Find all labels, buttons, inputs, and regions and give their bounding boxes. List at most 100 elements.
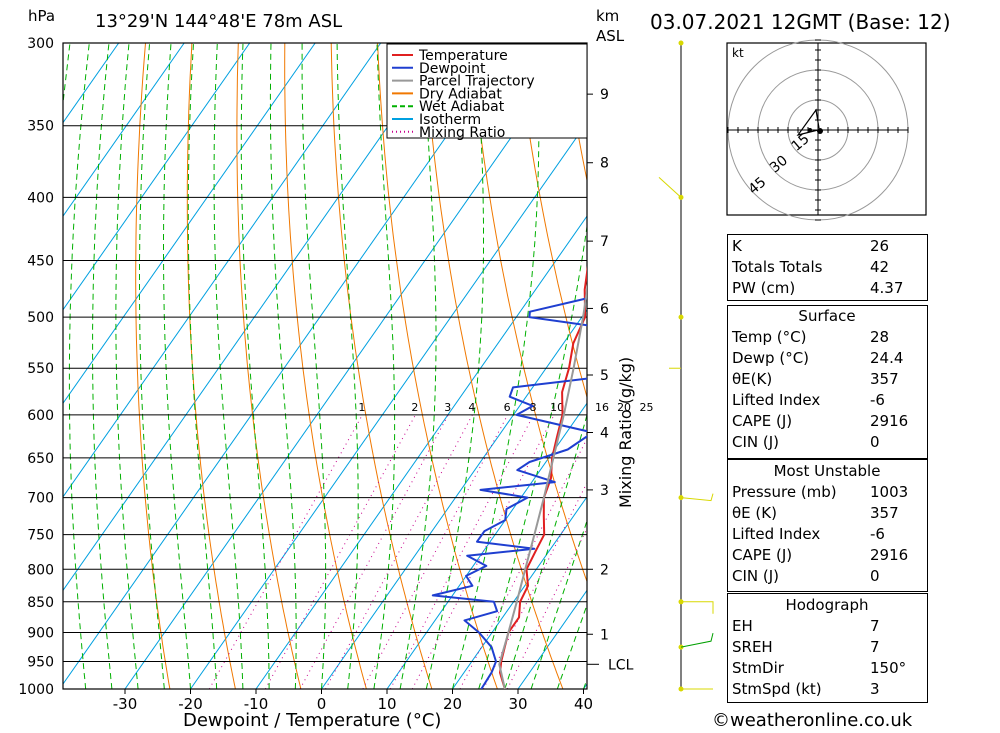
wet-adiabat-line (92, 43, 113, 689)
indices-table: K 26 Totals Totals 42 PW (cm) 4.37 (727, 236, 927, 299)
km-tick-label: 6 (600, 301, 609, 317)
wet-adiabat-line (556, 603, 587, 689)
temp-tick-label: 20 (443, 695, 462, 713)
parcel-trajectory-line (498, 283, 587, 689)
mu-cape-value: 2916 (870, 546, 909, 564)
mixing-ratio-label: 2 (411, 401, 418, 414)
dry-adiabat-line (236, 43, 302, 689)
pressure-tick-label: 350 (27, 119, 54, 135)
temp-tick-label: 40 (574, 695, 593, 713)
hodograph-stats-table: Hodograph EH 7 SREH 7 StmDir 150° StmSpd (k… (727, 595, 927, 700)
mixing-ratio-line (325, 414, 473, 689)
km-unit-label: km (596, 7, 619, 25)
hodograph-trace (796, 108, 820, 136)
wet-adiabat-line (336, 43, 359, 689)
isotherm-line (63, 43, 316, 405)
isotherm-line (386, 402, 587, 689)
weatheronline-credit[interactable]: ©weatheronline.co.uk (712, 710, 913, 731)
legend-label: Wet Adiabat (419, 99, 505, 115)
sreh-value: 7 (870, 638, 880, 656)
pressure-tick-label: 1000 (18, 682, 54, 698)
wet-adiabat-line (213, 43, 244, 689)
legend-label: Mixing Ratio (419, 125, 505, 141)
datetime-title: 03.07.2021 12GMT (Base: 12) (650, 10, 951, 34)
k-value: 26 (870, 237, 890, 255)
temperature-line (499, 265, 587, 689)
surface-cape-label: CAPE (J) (732, 412, 793, 430)
mixing-ratio-label: 1 (358, 401, 365, 414)
indices-box (727, 234, 928, 301)
mu-pressure-label: Pressure (mb) (732, 483, 837, 501)
pressure-tick-label: 850 (27, 595, 54, 611)
isotherm-line (63, 43, 251, 311)
surface-theta-value: 357 (870, 370, 899, 388)
surface-box (727, 305, 928, 459)
mu-cin-value: 0 (870, 567, 880, 585)
mixing-ratio-label: 16 (595, 401, 609, 414)
wet-adiabat-line (139, 43, 165, 689)
pressure-tick-label: 800 (27, 562, 54, 578)
isotherm-line (63, 43, 185, 218)
legend-box (386, 43, 588, 139)
wet-adiabat-line (163, 43, 191, 689)
surface-dewp-value: 24.4 (870, 349, 904, 367)
mixing-ratio-label: 10 (550, 401, 564, 414)
legend-label: Temperature (418, 48, 508, 64)
km-tick-label: 3 (600, 483, 609, 499)
eh-value: 7 (870, 617, 880, 635)
mixing-ratio-axis-title: Mixing Ratio (g/kg) (616, 357, 635, 508)
mixing-ratio-label: 20 (617, 401, 631, 414)
wet-adiabat-line (530, 519, 587, 689)
surface-li-label: Lifted Index (732, 391, 821, 409)
wind-profile (658, 40, 714, 692)
surface-li-value: -6 (870, 391, 885, 409)
pressure-tick-label: 950 (27, 654, 54, 670)
wind-barb (681, 601, 714, 614)
k-label: K (732, 237, 742, 255)
wet-adiabat-line (301, 43, 327, 689)
temp-tick-label: 30 (508, 695, 527, 713)
profiles (431, 265, 587, 689)
dry-adiabat-line (516, 43, 587, 399)
surface-dewp-label: Dewp (°C) (732, 349, 810, 367)
pressure-tick-label: 750 (27, 528, 54, 544)
km-tick-label: 2 (600, 562, 609, 578)
most-unstable-box (727, 459, 928, 592)
wind-level-dot (678, 40, 684, 46)
axes: 1 2 3 4 6 8 10 16 20 2530035040045050055060065070… (18, 36, 653, 713)
dry-adiabat-line (186, 43, 236, 689)
surface-cin-value: 0 (870, 433, 880, 451)
pressure-tick-label: 600 (27, 408, 54, 424)
stmdir-value: 150° (870, 659, 907, 677)
pressure-tick-label: 650 (27, 451, 54, 467)
isotherm-line (63, 43, 382, 498)
mixing-ratio-line (264, 414, 416, 689)
stmspd-value: 3 (870, 680, 880, 698)
mu-cin-label: CIN (J) (732, 567, 780, 585)
mu-theta-value: 357 (870, 504, 899, 522)
km-tick-label: 4 (600, 426, 609, 442)
surface-temp-label: Temp (°C) (732, 328, 807, 346)
x-axis-title: Dewpoint / Temperature (°C) (183, 710, 441, 731)
dry-adiabat-line (935, 43, 1000, 689)
dry-adiabat-line (981, 43, 1000, 689)
wet-adiabat-line (269, 43, 297, 689)
isotherm-line (321, 308, 587, 689)
legend-label: Dewpoint (419, 61, 486, 77)
pw-label: PW (cm) (732, 279, 796, 297)
hodograph-unit-label: kt (732, 46, 744, 60)
pressure-tick-label: 300 (27, 36, 54, 52)
isotherm-line (124, 43, 578, 689)
surface-title: Surface (798, 307, 856, 325)
hodograph-title: Hodograph (785, 596, 869, 614)
totals-totals-value: 42 (870, 258, 890, 276)
temp-tick-label: 10 (377, 695, 396, 713)
dewpoint-line (431, 297, 587, 689)
wet-adiabat-line (373, 43, 396, 689)
most-unstable-title: Most Unstable (773, 462, 881, 480)
hodograph-frame (726, 42, 927, 216)
isotherm-line (190, 121, 587, 689)
wind-level-dot (678, 314, 684, 320)
